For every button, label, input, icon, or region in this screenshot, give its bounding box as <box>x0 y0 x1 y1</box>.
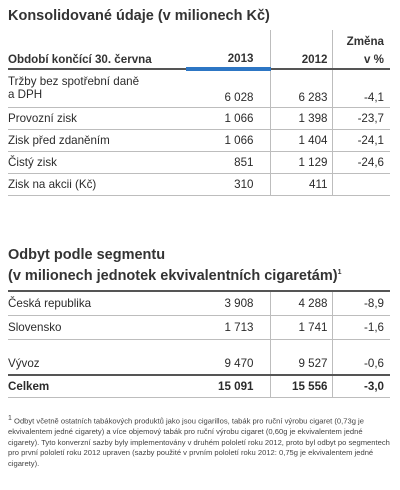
value-2013: 310 <box>186 173 270 196</box>
value-2013: 3 908 <box>186 290 270 316</box>
value-2012: 9 527 <box>269 339 332 376</box>
table2-title: Odbyt podle segmentu (v milionech jednot… <box>8 247 342 284</box>
table-row: Provozní zisk 1 066 1 398 -23,7 <box>8 107 390 130</box>
total-row: Celkem 15 091 15 556 -3,0 <box>8 374 390 398</box>
change-value: -24,6 <box>331 151 390 174</box>
value-2013: 6 028 <box>186 69 270 108</box>
value-2012: 6 283 <box>269 69 332 108</box>
value-2012: 411 <box>269 173 332 196</box>
header-row-2: Období končící 30. června 2013 2012 v % <box>8 48 390 71</box>
row-label: Vývoz <box>8 339 186 376</box>
value-2013: 1 066 <box>186 107 270 130</box>
segment-sales-table: Česká republika 3 908 4 288 -8,9 Slovens… <box>8 290 390 398</box>
change-value: -23,7 <box>331 107 390 130</box>
value-2013: 1 066 <box>186 129 270 152</box>
change-value <box>331 173 390 196</box>
change-value: -0,6 <box>331 339 390 376</box>
year-2012-header: 2012 <box>269 48 332 70</box>
value-2012: 1 741 <box>269 315 332 340</box>
value-2012: 1 129 <box>269 151 332 174</box>
total-2013: 15 091 <box>186 374 270 398</box>
table-row: Slovensko 1 713 1 741 -1,6 <box>8 315 390 340</box>
value-2013: 851 <box>186 151 270 174</box>
header-row-1: Změna <box>8 30 390 48</box>
footnote-text: Odbyt včetně ostatních tabákových produk… <box>8 416 390 468</box>
table-row: Vývoz 9 470 9 527 -0,6 <box>8 339 390 376</box>
total-label: Celkem <box>8 374 186 398</box>
footnote-marker: 1 <box>8 415 12 422</box>
change-header-line1: Změna <box>331 30 390 48</box>
value-2013: 1 713 <box>186 315 270 340</box>
total-change: -3,0 <box>331 374 390 398</box>
change-header-line2: v % <box>331 48 390 70</box>
table-row: Zisk před zdaněním 1 066 1 404 -24,1 <box>8 129 390 152</box>
footnote: 1 Odbyt včetně ostatních tabákových prod… <box>8 414 392 470</box>
row-label: Zisk před zdaněním <box>8 129 186 152</box>
row-label: Slovensko <box>8 315 186 340</box>
row-label: Česká republika <box>8 290 186 316</box>
row-label: Čistý zisk <box>8 151 186 174</box>
total-2012: 15 556 <box>269 374 332 398</box>
period-header: Období končící 30. června <box>8 48 186 70</box>
table-row: Zisk na akcii (Kč) 310 411 <box>8 173 390 196</box>
consolidated-table: Změna Období končící 30. června 2013 201… <box>8 30 390 196</box>
table1-title: Konsolidované údaje (v milionech Kč) <box>8 8 270 24</box>
row-label: Provozní zisk <box>8 107 186 130</box>
value-2013: 9 470 <box>186 339 270 376</box>
table-row: Česká republika 3 908 4 288 -8,9 <box>8 290 390 316</box>
table-row: Tržby bez spotřební daně a DPH 6 028 6 2… <box>8 69 390 108</box>
value-2012: 1 398 <box>269 107 332 130</box>
year-2013-header: 2013 <box>186 48 270 71</box>
table-row: Čistý zisk 851 1 129 -24,6 <box>8 151 390 174</box>
row-label: Tržby bez spotřební daně a DPH <box>8 69 186 108</box>
change-value: -1,6 <box>331 315 390 340</box>
value-2012: 4 288 <box>269 290 332 316</box>
change-value: -24,1 <box>331 129 390 152</box>
change-value: -4,1 <box>331 69 390 108</box>
value-2012: 1 404 <box>269 129 332 152</box>
row-label: Zisk na akcii (Kč) <box>8 173 186 196</box>
change-value: -8,9 <box>331 290 390 316</box>
